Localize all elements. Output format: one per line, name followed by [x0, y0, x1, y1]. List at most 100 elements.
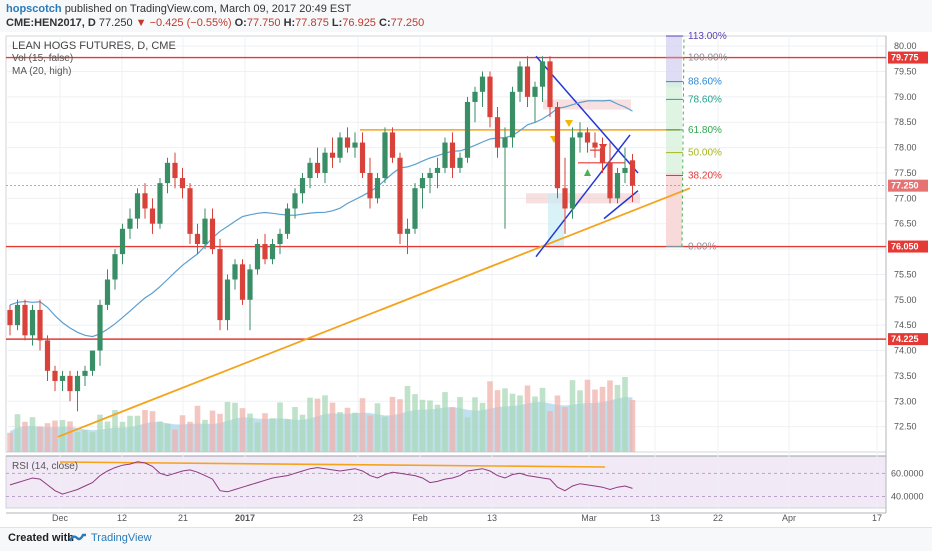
candle-body	[397, 157, 403, 234]
candle-body	[607, 162, 613, 199]
volume-bar	[89, 432, 96, 452]
fib-level-label: 0.00%	[688, 242, 716, 253]
chart-title: LEAN HOGS FUTURES, D, CME	[12, 40, 176, 52]
candle-body	[404, 228, 411, 234]
volume-bar	[149, 411, 156, 452]
volume-bar	[502, 388, 508, 452]
candle-body	[449, 142, 456, 168]
volume-bar	[329, 402, 336, 452]
level-price-label: 76.050	[891, 242, 919, 252]
volume-bar	[374, 403, 381, 452]
volume-bar	[172, 429, 178, 452]
volume-bar	[217, 413, 223, 452]
volume-bar	[554, 395, 561, 452]
last-price-label: 77.250	[891, 181, 919, 191]
volume-bar	[29, 417, 36, 452]
candle-body	[239, 264, 246, 300]
y-tick-label: 79.00	[894, 92, 917, 102]
candle-body	[194, 233, 201, 244]
volume-bar	[82, 430, 88, 452]
candle-body	[277, 233, 283, 244]
candle-body	[82, 370, 88, 376]
candle-body	[374, 178, 381, 199]
author-link[interactable]: hopscotch	[6, 3, 62, 15]
volume-bar	[344, 407, 351, 452]
ohlc-readout: CME:HEN2017, D 77.250 ▼ −0.425 (−0.55%) …	[6, 17, 424, 29]
candle-body	[52, 370, 58, 381]
candle-body	[134, 193, 141, 219]
candle-body	[599, 147, 606, 163]
candle-body	[382, 132, 388, 179]
volume-bar	[517, 395, 523, 452]
candle-body	[232, 264, 238, 280]
wedge-start-box	[548, 193, 564, 247]
candle-body	[104, 279, 111, 305]
candle-body	[352, 142, 358, 148]
symbol-label: CME:HEN2017, D	[6, 17, 96, 29]
candle-body	[149, 208, 156, 224]
volume-bar	[179, 415, 186, 452]
volume-bar	[67, 421, 73, 452]
y-tick-label: 75.50	[894, 269, 917, 279]
fib-level-label: 113.00%	[688, 31, 727, 42]
ma-line	[9, 99, 633, 338]
level-price-tag	[888, 51, 928, 64]
snapshot-header: hopscotch published on TradingView.com, …	[0, 0, 932, 32]
volume-bar	[187, 421, 193, 452]
x-tick-label: 13	[650, 513, 660, 523]
open-label: O:	[234, 17, 247, 29]
candle-body	[569, 137, 576, 209]
candle-body	[209, 218, 216, 250]
price-pane	[5, 35, 887, 453]
rising-trendline	[57, 187, 691, 438]
last-price-tag	[888, 179, 928, 192]
down-arrow-icon: ▼	[135, 17, 147, 29]
close-value: 77.250	[390, 17, 425, 29]
candle-body	[292, 193, 298, 209]
candle-body	[337, 137, 343, 158]
x-tick-label: Feb	[412, 513, 428, 523]
y-tick-label: 77.00	[894, 193, 917, 203]
level-price-label: 74.225	[891, 334, 919, 344]
last-price: 77.250	[98, 17, 133, 29]
volume-bar	[74, 432, 81, 452]
volume-bar	[607, 380, 613, 452]
x-tick-label: 2017	[235, 513, 255, 523]
x-tick-label: 12	[117, 513, 127, 523]
candle-body	[254, 244, 261, 270]
volume-bar	[389, 396, 396, 452]
wedge-lower-line	[535, 134, 631, 258]
y-tick-label: 73.50	[894, 371, 917, 381]
volume-bar	[164, 423, 171, 452]
candle-body	[577, 132, 583, 138]
candle-body	[412, 188, 418, 229]
volume-bar	[487, 381, 493, 452]
candle-body	[142, 193, 148, 209]
rsi-tick-label: 60.0000	[891, 468, 924, 478]
volume-bar	[494, 390, 501, 452]
volume-bar	[404, 385, 411, 452]
tradingview-link[interactable]: TradingView	[91, 532, 152, 544]
candle-body	[554, 107, 561, 189]
candle-body	[164, 162, 171, 184]
y-tick-label: 77.50	[894, 168, 917, 178]
y-tick-label: 78.00	[894, 143, 917, 153]
change-value: −0.425 (−0.55%)	[149, 17, 232, 29]
volume-bar	[97, 414, 103, 452]
candle-body	[299, 178, 306, 194]
volume-bar	[52, 420, 58, 452]
candle-body	[539, 61, 546, 87]
volume-bar	[104, 421, 111, 452]
candle-body	[22, 304, 28, 336]
volume-bar	[127, 415, 133, 452]
candle-body	[179, 178, 186, 189]
volume-bar	[322, 395, 328, 452]
volume-bar	[202, 419, 208, 452]
candle-body	[202, 218, 208, 244]
candle-body	[112, 254, 118, 280]
volume-bar	[419, 399, 426, 452]
rsi-pane	[5, 455, 887, 509]
volume-bar	[284, 419, 291, 452]
candle-body	[157, 183, 163, 224]
